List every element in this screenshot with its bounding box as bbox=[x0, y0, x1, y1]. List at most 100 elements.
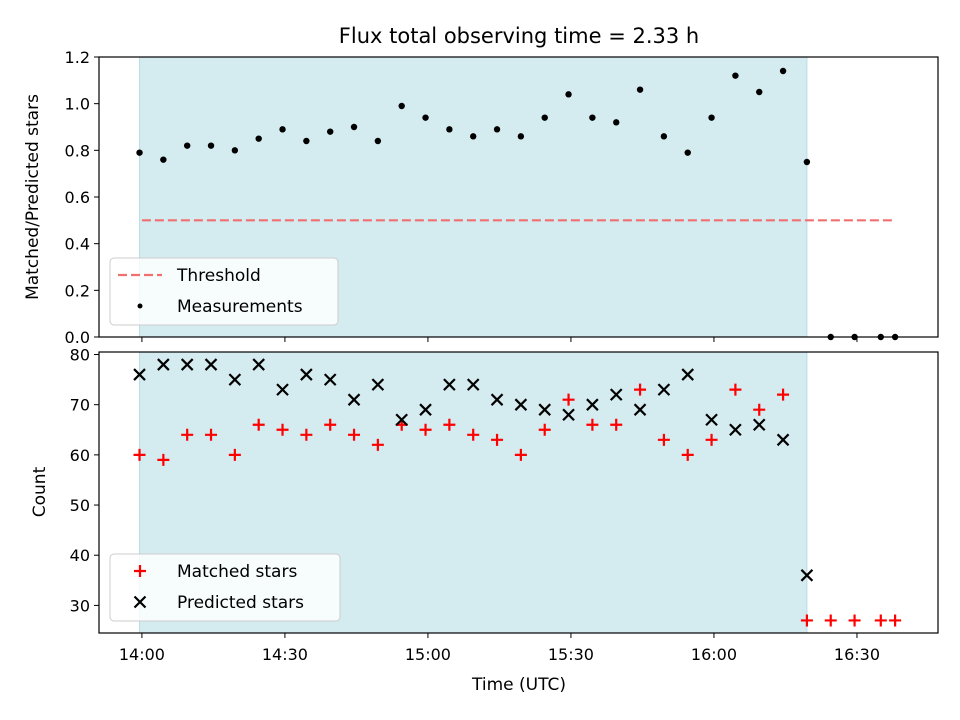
y-tick-label: 30 bbox=[70, 596, 90, 615]
measurement-point bbox=[636, 86, 644, 93]
matched-star-point bbox=[705, 433, 718, 446]
measurement-point bbox=[541, 114, 548, 121]
legend-label: Predicted stars bbox=[177, 593, 304, 613]
measurement-point bbox=[255, 135, 262, 142]
legend-label: Matched stars bbox=[177, 562, 297, 582]
measurement-point bbox=[279, 126, 286, 133]
matched-star-point bbox=[514, 448, 527, 461]
matched-star-point bbox=[874, 614, 887, 627]
y-axis-label-ratio: Matched/Predicted stars bbox=[23, 94, 43, 300]
measurement-point bbox=[136, 149, 143, 156]
measurement-point bbox=[183, 142, 191, 149]
predicted-star-point bbox=[800, 569, 814, 582]
legend-label: Threshold bbox=[176, 266, 261, 286]
predicted-star-point bbox=[300, 368, 313, 381]
matched-star-point bbox=[657, 433, 670, 446]
y-tick-label: 0.6 bbox=[65, 188, 90, 207]
predicted-star-point bbox=[466, 378, 480, 391]
predicted-star-point bbox=[609, 388, 623, 401]
matched-star-point bbox=[729, 383, 742, 396]
x-tick-label: 15:00 bbox=[405, 645, 451, 664]
matched-star-point bbox=[228, 448, 241, 461]
measurement-point bbox=[398, 102, 405, 110]
predicted-star-point bbox=[228, 373, 242, 386]
matched-star-point bbox=[371, 438, 384, 451]
matched-star-point bbox=[753, 403, 766, 416]
measurement-point bbox=[470, 133, 477, 140]
matched-star-point bbox=[889, 614, 902, 627]
x-tick-label: 14:30 bbox=[262, 645, 308, 664]
predicted-star-point bbox=[681, 368, 695, 381]
predicted-star-point bbox=[776, 433, 790, 447]
predicted-star-point bbox=[752, 418, 766, 432]
matched-star-point bbox=[443, 418, 456, 431]
legend-matched-swatch bbox=[134, 565, 146, 577]
matched-star-point bbox=[348, 428, 361, 441]
measurement-point bbox=[207, 142, 215, 149]
measurement-point bbox=[660, 133, 668, 140]
measurement-point bbox=[708, 114, 715, 121]
measurement-point bbox=[422, 114, 429, 121]
measurement-point bbox=[350, 123, 358, 131]
measurement-point bbox=[613, 119, 620, 126]
y-tick-label: 60 bbox=[70, 446, 90, 465]
x-tick-label: 15:30 bbox=[548, 645, 594, 664]
legend-box bbox=[109, 553, 341, 622]
count-panel: 30 40 50 60 70 80 14:00 14:30 15:00 15:30 16:00 16:… bbox=[70, 346, 939, 664]
matched-star-point bbox=[610, 418, 623, 431]
legend-measurement-swatch bbox=[137, 303, 143, 309]
plot-frame bbox=[98, 56, 939, 338]
matched-star-point bbox=[133, 448, 146, 461]
matched-star-point bbox=[205, 428, 218, 441]
matched-star-point bbox=[324, 418, 337, 431]
predicted-star-point bbox=[633, 403, 647, 416]
predicted-star-point bbox=[538, 403, 551, 416]
measurement-point bbox=[732, 72, 739, 79]
measurement-point bbox=[565, 91, 572, 98]
matched-star-point bbox=[634, 383, 647, 396]
predicted-star-point bbox=[586, 398, 599, 411]
measurement-point bbox=[160, 156, 167, 163]
measurement-point bbox=[589, 114, 596, 121]
x-tick-label: 16:30 bbox=[834, 645, 880, 664]
predicted-star-point bbox=[419, 403, 432, 416]
measurement-point bbox=[779, 67, 787, 75]
matched-star-point bbox=[824, 614, 837, 627]
predicted-star-point bbox=[347, 393, 361, 406]
measurement-point bbox=[231, 147, 239, 154]
y-tick-label: 1.0 bbox=[65, 95, 90, 114]
y-tick-label: 0.4 bbox=[65, 235, 90, 254]
predicted-star-point bbox=[705, 413, 718, 427]
y-tick-label: 0.2 bbox=[65, 281, 90, 300]
measurement-point bbox=[493, 126, 501, 133]
measurement-point bbox=[756, 88, 763, 96]
matched-star-point bbox=[777, 388, 790, 401]
y-tick-label: 80 bbox=[70, 346, 90, 365]
predicted-star-point bbox=[323, 373, 337, 386]
matched-star-point bbox=[538, 423, 551, 436]
matched-star-point bbox=[419, 423, 432, 436]
y-axis-label-count: Count bbox=[30, 466, 50, 517]
matched-star-point bbox=[467, 428, 480, 441]
matched-star-point bbox=[800, 614, 813, 627]
legend-label: Measurements bbox=[177, 297, 303, 317]
y-tick-label: 50 bbox=[70, 496, 90, 515]
y-tick-label: 40 bbox=[70, 546, 90, 565]
predicted-star-point bbox=[395, 413, 408, 427]
matched-star-point bbox=[848, 614, 861, 627]
y-tick-label: 0.0 bbox=[65, 328, 90, 347]
x-tick-label: 16:00 bbox=[691, 645, 737, 664]
predicted-star-point bbox=[371, 378, 385, 391]
x-tick-label: 14:00 bbox=[119, 645, 165, 664]
matched-star-point bbox=[252, 418, 265, 431]
y-tick-label: 70 bbox=[70, 396, 90, 415]
matched-star-point bbox=[300, 428, 313, 441]
predicted-star-point bbox=[180, 358, 194, 371]
y-tick-label: 0.8 bbox=[65, 141, 90, 160]
measurement-point bbox=[303, 137, 310, 145]
measurement-point bbox=[327, 128, 334, 135]
measurement-point bbox=[446, 126, 453, 133]
y-tick-label: 1.2 bbox=[65, 48, 90, 67]
predicted-star-point bbox=[133, 368, 146, 381]
